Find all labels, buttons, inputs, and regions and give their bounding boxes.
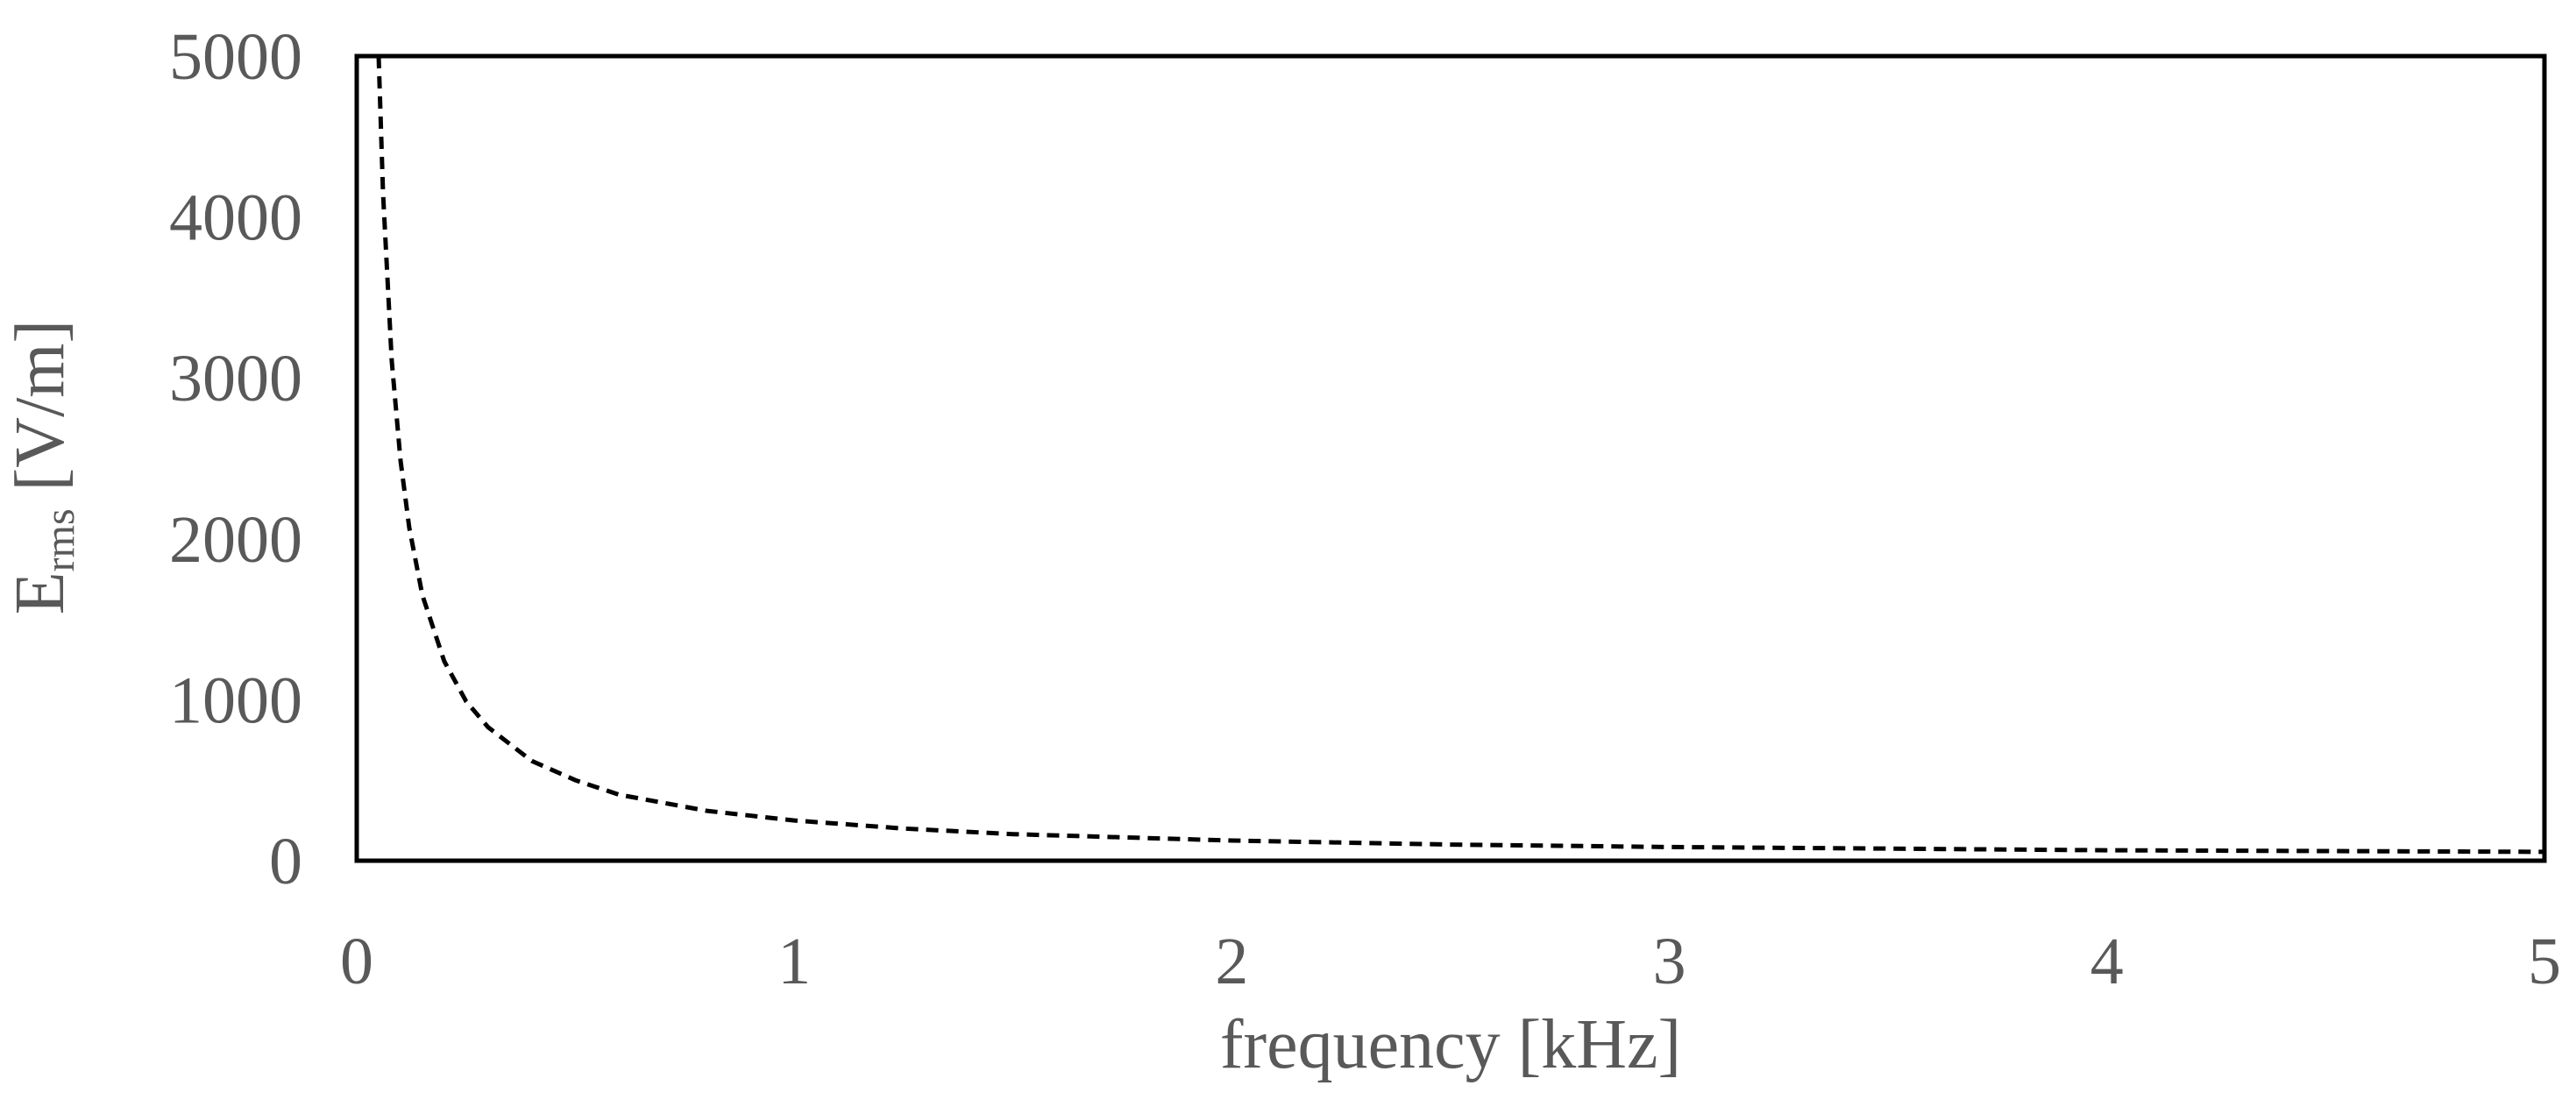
y-tick-label: 2000 bbox=[169, 503, 302, 577]
y-tick-label: 3000 bbox=[169, 342, 302, 415]
x-tick-labels: 0 1 2 3 4 5 bbox=[340, 925, 2561, 998]
y-axis-title: Erms [V/m] bbox=[2, 320, 83, 614]
series-line bbox=[376, 55, 2545, 855]
y-tick-label: 1000 bbox=[169, 663, 302, 737]
y-axis-title-unit: [V/m] bbox=[2, 320, 79, 509]
x-tick-label: 2 bbox=[1215, 925, 1248, 998]
x-tick-label: 5 bbox=[2528, 925, 2561, 998]
series-layer bbox=[376, 55, 2545, 855]
x-tick-label: 0 bbox=[340, 925, 373, 998]
x-tick-label: 4 bbox=[2090, 925, 2124, 998]
y-tick-label: 0 bbox=[269, 825, 302, 898]
y-axis-title-main: E bbox=[2, 571, 79, 614]
y-tick-label: 4000 bbox=[169, 181, 302, 255]
x-tick-label: 3 bbox=[1653, 925, 1686, 998]
x-tick-label: 1 bbox=[777, 925, 811, 998]
y-tick-label: 5000 bbox=[169, 20, 302, 94]
y-axis-title-subscript: rms bbox=[37, 508, 83, 571]
y-tick-labels: 0 1000 2000 3000 4000 5000 bbox=[169, 20, 302, 898]
x-axis-title: frequency [kHz] bbox=[1220, 1006, 1681, 1083]
plot-frame bbox=[354, 53, 2547, 863]
